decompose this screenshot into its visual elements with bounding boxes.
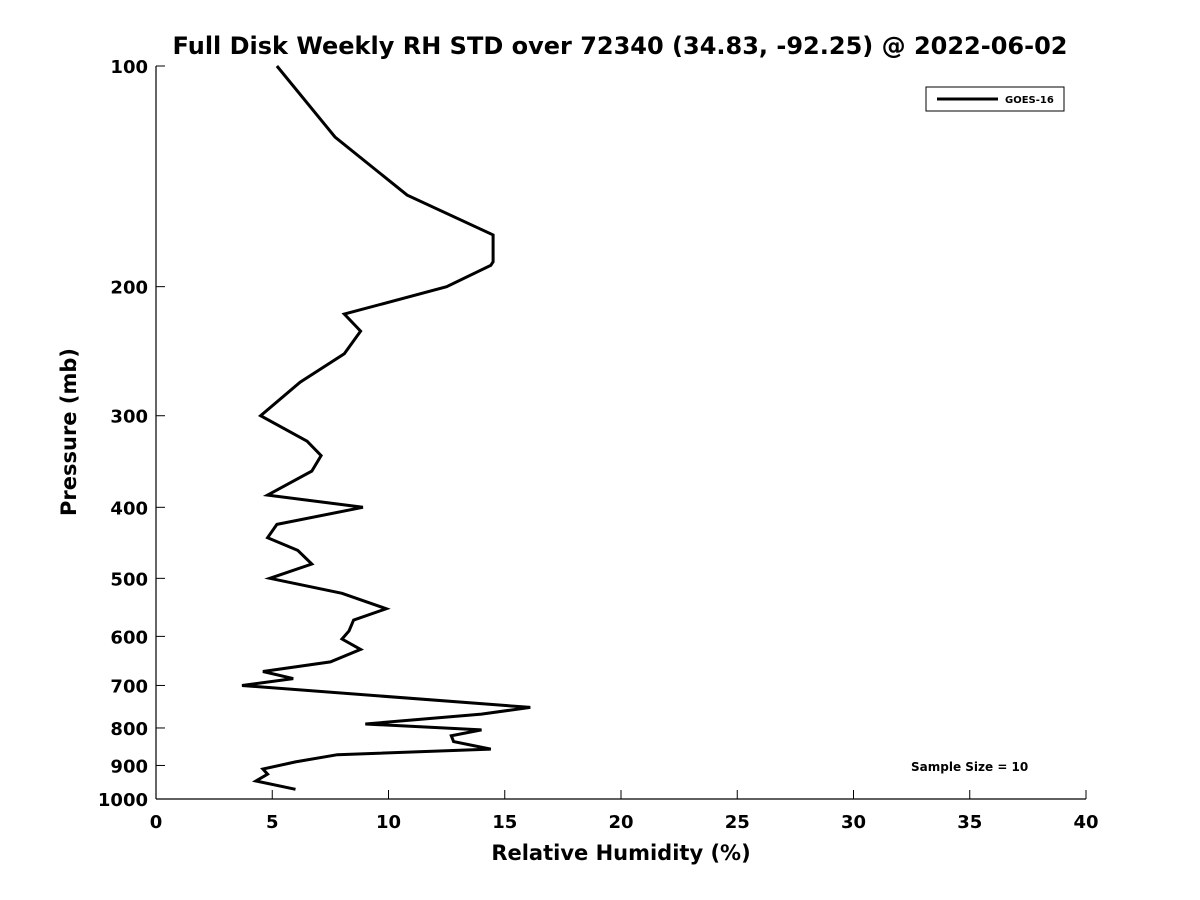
x-tick-label: 20 <box>608 812 633 833</box>
chart-title: Full Disk Weekly RH STD over 72340 (34.8… <box>173 32 1068 60</box>
y-tick-label: 900 <box>110 756 148 777</box>
x-tick-label: 0 <box>150 812 163 833</box>
y-tick-label: 700 <box>110 676 148 697</box>
y-tick-label: 800 <box>110 719 148 740</box>
series-layer <box>241 65 531 791</box>
x-axis-ticks: 0 5 10 15 20 25 30 35 40 <box>150 790 1099 833</box>
x-tick-label: 15 <box>492 812 517 833</box>
y-axis-ticks: 100 200 300 400 500 600 700 800 900 1000 <box>98 57 165 811</box>
x-tick-label: 30 <box>841 812 866 833</box>
y-tick-label: 1000 <box>98 790 148 811</box>
x-tick-label: 25 <box>725 812 750 833</box>
y-axis-label: Pressure (mb) <box>57 348 81 516</box>
legend: GOES-16 <box>925 86 1065 112</box>
y-tick-label: 400 <box>110 498 148 519</box>
y-tick-label: 100 <box>110 57 148 78</box>
y-tick-label: 600 <box>110 627 148 648</box>
y-tick-label: 200 <box>110 278 148 299</box>
y-tick-label: 300 <box>110 407 148 428</box>
sample-size-annotation: Sample Size = 10 <box>911 760 1028 774</box>
x-tick-label: 10 <box>376 812 401 833</box>
x-tick-label: 40 <box>1073 812 1098 833</box>
x-tick-label: 35 <box>957 812 982 833</box>
x-axis-label: Relative Humidity (%) <box>491 841 750 865</box>
y-tick-label: 500 <box>110 569 148 590</box>
series-line-goes-16 <box>241 65 531 791</box>
x-tick-label: 5 <box>266 812 279 833</box>
legend-label-goes-16: GOES-16 <box>1005 95 1054 106</box>
